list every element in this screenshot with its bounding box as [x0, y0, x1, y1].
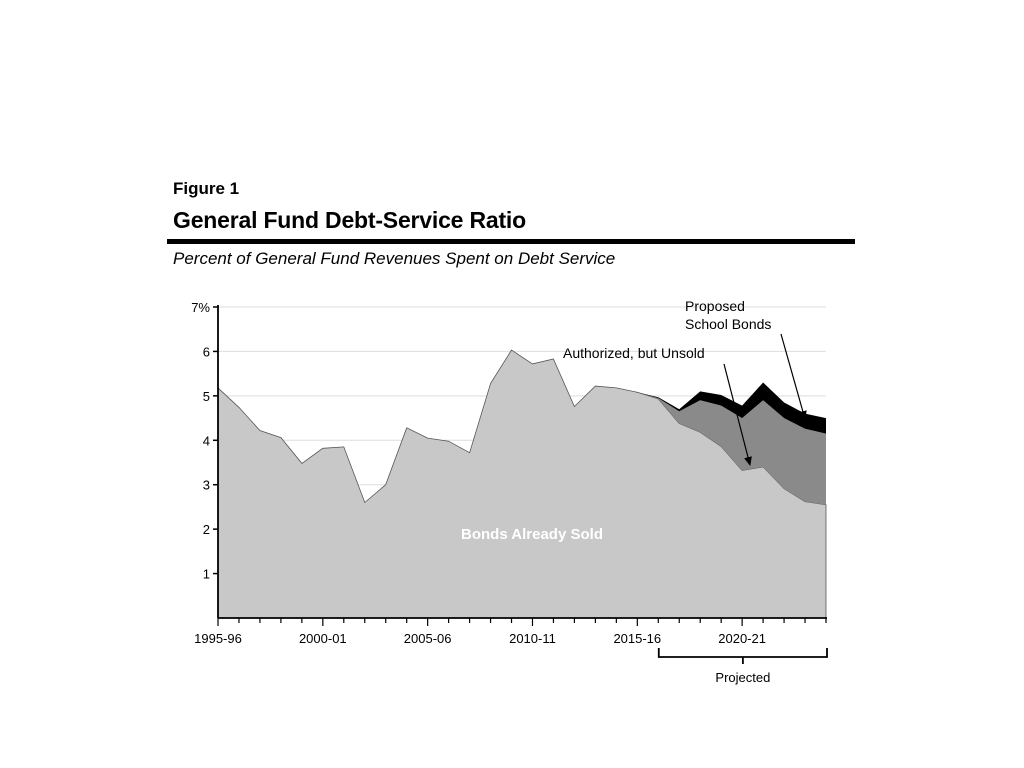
projected-label: Projected	[715, 670, 770, 685]
authorized-arrow	[723, 363, 752, 466]
bonds-sold-label: Bonds Already Sold	[461, 526, 603, 543]
x-tick-label: 2020-21	[718, 631, 766, 646]
x-tick-label: 2015-16	[613, 631, 661, 646]
proposed-label-line2: School Bonds	[685, 316, 771, 332]
x-tick-label: 2005-06	[404, 631, 452, 646]
x-tick-label: 2000-01	[299, 631, 347, 646]
y-tick-label: 6	[203, 344, 210, 359]
y-tick-label: 7%	[191, 300, 210, 315]
y-tick-label: 2	[203, 522, 210, 537]
title-divider	[167, 239, 855, 244]
area-bonds-already-sold	[217, 349, 827, 619]
projected-bracket	[657, 648, 828, 658]
figure-label: Figure 1	[173, 179, 240, 198]
figure-title: General Fund Debt-Service Ratio	[173, 207, 526, 233]
proposed-label-line1: Proposed	[685, 298, 745, 314]
y-tick-label: 1	[203, 567, 210, 582]
figure-subtitle: Percent of General Fund Revenues Spent o…	[173, 249, 616, 268]
x-tick-label: 2010-11	[509, 631, 556, 646]
y-tick-label: 3	[203, 478, 210, 493]
area-authorized-but-unsold	[218, 350, 826, 505]
authorized-label: Authorized, but Unsold	[563, 345, 705, 361]
proposed-arrow	[780, 333, 807, 420]
x-tick-label: 1995-96	[194, 631, 242, 646]
y-tick-label: 5	[203, 389, 210, 404]
y-tick-label: 4	[203, 433, 210, 448]
